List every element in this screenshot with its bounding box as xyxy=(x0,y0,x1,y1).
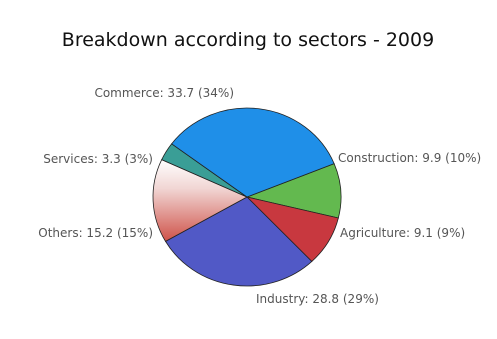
pie-slices xyxy=(152,107,342,287)
label-others: Others: 15.2 (15%) xyxy=(38,226,153,240)
pie-labels: Construction: 9.9 (10%) Agriculture: 9.1 … xyxy=(38,86,481,306)
label-commerce: Commerce: 33.7 (34%) xyxy=(94,86,234,100)
label-construction: Construction: 9.9 (10%) xyxy=(338,151,481,165)
label-industry: Industry: 28.8 (29%) xyxy=(256,292,379,306)
slice-industry xyxy=(164,196,313,287)
label-agriculture: Agriculture: 9.1 (9%) xyxy=(340,226,465,240)
slice-others xyxy=(152,159,248,242)
label-services: Services: 3.3 (3%) xyxy=(43,152,153,166)
slice-commerce xyxy=(171,107,335,198)
chart-title: Breakdown according to sectors - 2009 xyxy=(62,29,434,51)
